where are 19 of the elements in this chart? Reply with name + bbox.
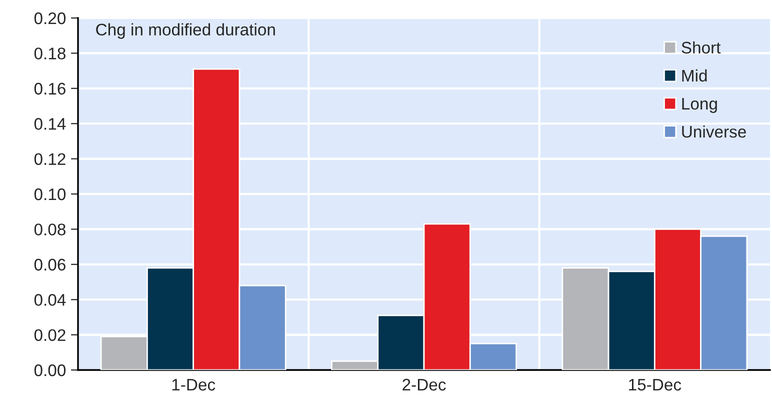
y-tick-label: 0.18 xyxy=(34,48,66,60)
y-tick-label: 0.16 xyxy=(34,82,66,95)
y-tick-label: 0.04 xyxy=(34,294,66,306)
y-tick-label: 0.10 xyxy=(34,188,66,200)
x-tick-label: 15-Dec xyxy=(629,378,682,391)
x-tick-label: 2-Dec xyxy=(402,378,446,391)
y-tick-label: 0.12 xyxy=(34,153,66,166)
legend-label: Long xyxy=(682,98,717,113)
legend-label: Mid xyxy=(682,69,707,82)
y-tick-label: 0.20 xyxy=(34,12,66,24)
y-tick-label: 0.14 xyxy=(34,118,66,130)
annotation: Chg in modified duration xyxy=(96,23,275,39)
y-tick-label: 0.06 xyxy=(34,258,66,271)
legend-label: Universe xyxy=(682,125,746,138)
y-tick-label: 0.02 xyxy=(34,329,66,342)
x-tick-label: 1-Dec xyxy=(172,378,216,391)
y-tick-label: 0.00 xyxy=(34,364,66,376)
y-tick-label: 0.08 xyxy=(34,224,66,236)
legend-label: Short xyxy=(682,41,721,54)
